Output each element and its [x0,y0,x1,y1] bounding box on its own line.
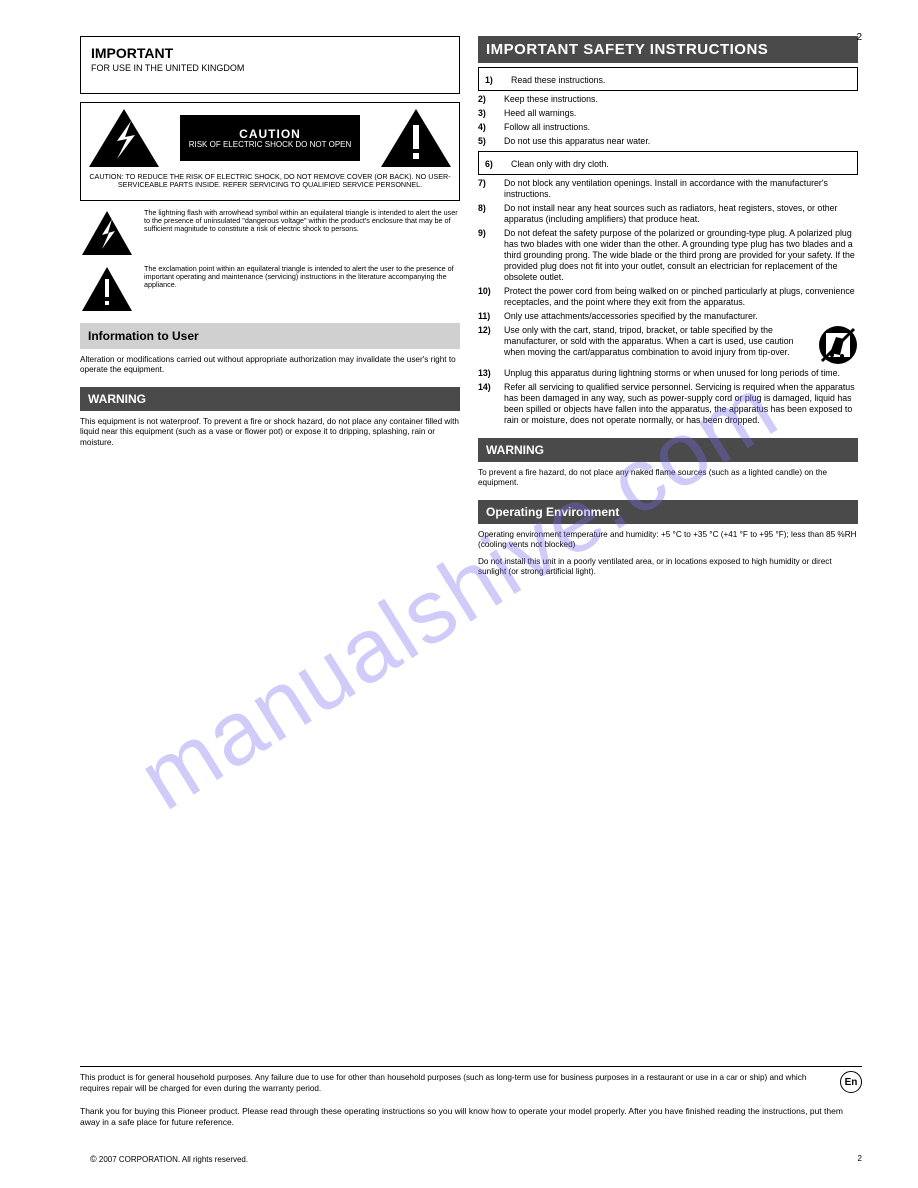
inst-num: 10) [478,286,500,308]
footer-rule-top [80,1066,862,1067]
safety-title-band: IMPORTANT SAFETY INSTRUCTIONS [478,36,858,63]
caution-label-box: CAUTION RISK OF ELECTRIC SHOCK DO NOT OP… [180,115,360,161]
inst-num: 8) [478,203,500,225]
exclamation-triangle-icon [379,107,453,169]
important-title: IMPORTANT [91,45,449,61]
inst-text: Unplug this apparatus during lightning s… [504,368,858,379]
inst-num: 7) [478,178,500,200]
caution-box: CAUTION RISK OF ELECTRIC SHOCK DO NOT OP… [80,102,460,201]
important-box: IMPORTANT FOR USE IN THE UNITED KINGDOM [80,36,460,94]
inst-num: 14) [478,382,500,426]
lightning-triangle-small-icon [80,209,134,257]
warning-band-2: WARNING [478,438,858,462]
important-subtitle: FOR USE IN THE UNITED KINGDOM [91,63,449,73]
footer-page-number: 2 [858,1154,862,1164]
thank-you-text: Thank you for buying this Pioneer produc… [80,1106,862,1128]
exclamation-triangle-small-icon [80,265,134,313]
caution-label: CAUTION [239,127,301,141]
inst-num: 11) [478,311,500,322]
language-indicator: En [840,1071,862,1093]
safety-read-box: 1) Read these instructions. [478,67,858,91]
inst-num: 12) [478,325,500,365]
inst-num: 6) [485,159,507,170]
safety-clean-box: 6) Clean only with dry cloth. [478,151,858,175]
exclamation-symbol-text: The exclamation point within an equilate… [144,265,460,290]
inst-text: Do not block any ventilation openings. I… [504,178,858,200]
inst-num: 5) [478,136,500,147]
environment-body-2: Do not install this unit in a poorly ven… [478,557,858,578]
inst-num: 1) [485,75,507,86]
inst-text: Do not use this apparatus near water. [504,136,858,147]
inst-text: Read these instructions. [511,75,851,86]
inst-text: Keep these instructions. [504,94,858,105]
warning-body-1: This equipment is not waterproof. To pre… [80,417,460,448]
right-column: IMPORTANT SAFETY INSTRUCTIONS 1) Read the… [478,36,858,577]
environment-body-1: Operating environment temperature and hu… [478,530,858,551]
info-to-user-heading: Information to User [80,323,460,349]
inst-text: Heed all warnings. [504,108,858,119]
inst-text: Only use attachments/accessories specifi… [504,311,858,322]
left-column: IMPORTANT FOR USE IN THE UNITED KINGDOM … [80,36,460,577]
inst-num: 3) [478,108,500,119]
page-number: 2 [856,32,862,43]
inst-text: Follow all instructions. [504,122,858,133]
inst-num: 9) [478,228,500,283]
inst-text: Use only with the cart, stand, tripod, b… [504,325,858,365]
inst-num: 13) [478,368,500,379]
inst-text: Do not defeat the safety purpose of the … [504,228,858,283]
inst-text: Do not install near any heat sources suc… [504,203,858,225]
inst-text: Refer all servicing to qualified service… [504,382,858,426]
household-note: This product is for general household pu… [80,1073,830,1094]
warning-band-1: WARNING [80,387,460,411]
inst-num: 4) [478,122,500,133]
caution-body: CAUTION: TO REDUCE THE RISK OF ELECTRIC … [81,169,459,200]
lightning-triangle-icon [87,107,161,169]
inst-text: Clean only with dry cloth. [511,159,851,170]
cart-tipover-icon [818,325,858,365]
copyright-row: © 2007 CORPORATION. All rights reserved.… [90,1154,862,1164]
safety-title: IMPORTANT SAFETY INSTRUCTIONS [486,41,768,58]
inst-text: Protect the power cord from being walked… [504,286,858,308]
inst-num: 2) [478,94,500,105]
warning-body-2: To prevent a fire hazard, do not place a… [478,468,858,489]
lightning-symbol-text: The lightning flash with arrowhead symbo… [144,209,460,234]
caution-risk-line: RISK OF ELECTRIC SHOCK DO NOT OPEN [189,141,352,150]
copyright-text: © 2007 CORPORATION. All rights reserved. [90,1154,248,1164]
environment-band: Operating Environment [478,500,858,524]
footer: This product is for general household pu… [80,1048,862,1128]
info-to-user-body: Alteration or modifications carried out … [80,355,460,376]
